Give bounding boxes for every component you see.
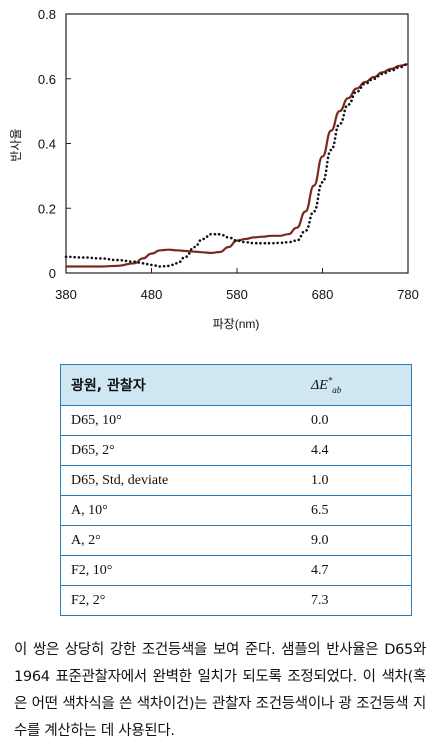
row-label: D65, 2° [61, 435, 271, 466]
row-label: F2, 10° [61, 555, 271, 586]
row-label: A, 10° [61, 495, 271, 526]
y-axis-label: 반사율 [9, 128, 23, 161]
x-axis-label: 파장(nm) [213, 317, 260, 331]
x-tick-label: 580 [226, 287, 248, 302]
row-value: 7.3 [271, 585, 411, 615]
series-lines [64, 62, 410, 268]
table-row: D65, Std, deviate 1.0 [61, 465, 411, 496]
row-value: 6.5 [271, 495, 411, 526]
row-value: 1.0 [271, 465, 411, 496]
row-label: A, 2° [61, 525, 271, 556]
y-tick-label: 0.4 [38, 137, 56, 152]
delta-e-ab: ab [332, 384, 342, 395]
table-header-row: 광원, 관찰자 ΔE*ab [61, 365, 411, 406]
x-tick-label: 680 [312, 287, 334, 302]
figure-caption: 이 쌍은 상당히 강한 조건등색을 보여 준다. 샘플의 반사율은 D65와 1… [14, 641, 426, 739]
y-tick-label: 0.8 [38, 7, 56, 22]
x-tick-label: 380 [55, 287, 77, 302]
x-tick-label: 480 [141, 287, 163, 302]
row-value: 0.0 [311, 412, 329, 428]
x-tick-label: 780 [397, 287, 419, 302]
x-axis-ticks: 380 480 580 680 780 [55, 268, 419, 302]
y-tick-label: 0 [49, 266, 56, 281]
y-axis-ticks: 0 0.2 0.4 0.6 0.8 [38, 7, 71, 281]
table-row: D65, 2° 4.4 [61, 435, 411, 466]
solid-series-line [66, 63, 409, 268]
row-label: D65, Std, deviate [61, 465, 271, 496]
plot-frame [65, 13, 409, 274]
header-illuminant-observer: 광원, 관찰자 [61, 365, 271, 406]
table-row: A, 10° 6.5 [61, 495, 411, 526]
delta-e-symbol: ΔE [311, 377, 328, 393]
table-row: A, 2° 9.0 [61, 525, 411, 556]
metamerism-table: 광원, 관찰자 ΔE*ab D65, 10° 0.0 D65, 2° 4.4 D… [60, 364, 412, 616]
delta-e-star: * [327, 375, 333, 386]
reflectance-chart: 0 0.2 0.4 0.6 0.8 380 480 580 680 780 반사율 파장(nm) [9, 7, 419, 331]
y-tick-label: 0.6 [38, 72, 56, 87]
row-value: 4.4 [271, 435, 411, 466]
row-label: F2, 2° [61, 585, 271, 615]
row-value: 4.7 [271, 555, 411, 586]
y-tick-label: 0.2 [38, 201, 56, 216]
header-delta-e: ΔE*ab [271, 365, 411, 406]
table-row: F2, 2° 7.3 [61, 585, 411, 615]
dotted-series-line [64, 62, 410, 268]
row-value: 9.0 [271, 525, 411, 556]
table-row: D65, 10° 0.0 [61, 406, 411, 436]
table-row: F2, 10° 4.7 [61, 555, 411, 586]
plot-border [65, 13, 409, 274]
row-label: D65, 10° [71, 412, 122, 428]
